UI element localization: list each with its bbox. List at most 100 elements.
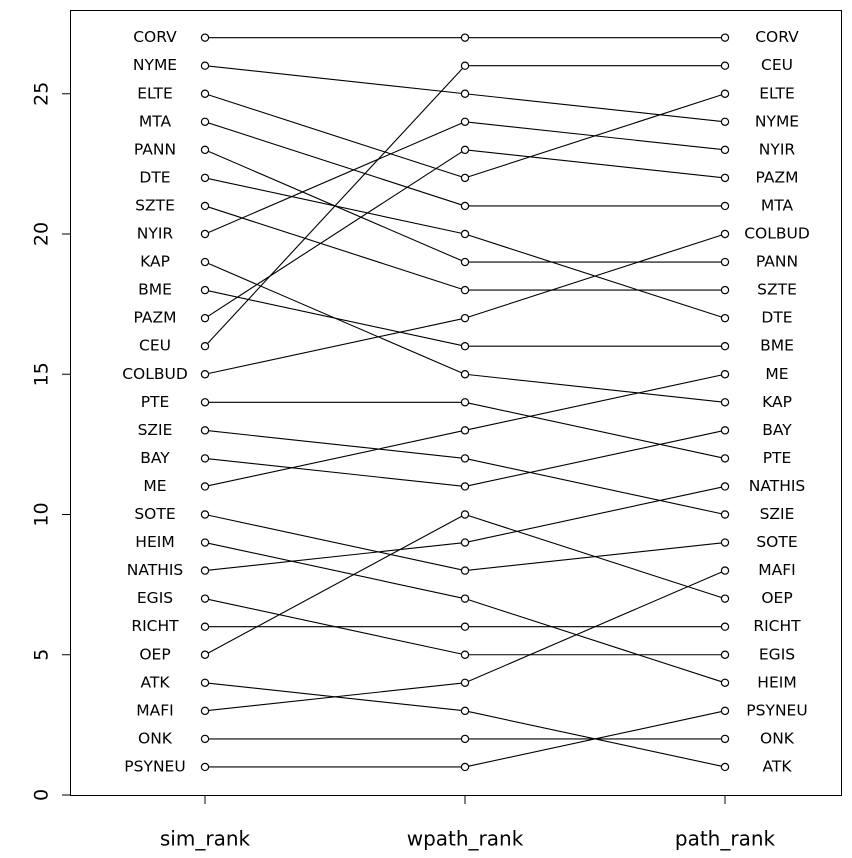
data-point: [460, 482, 470, 491]
data-point: [460, 201, 470, 211]
data-point: [200, 145, 210, 155]
point-labels: CORV CORV NYME NYME ELTE ELTE MTA MTA PANN PANN DT…: [122, 28, 810, 775]
series-line: [464, 401, 726, 459]
series-line: [204, 65, 466, 347]
point-label-right: PTE: [763, 449, 792, 467]
point-label-left: ME: [143, 477, 166, 495]
point-label-left: MTA: [139, 112, 172, 130]
series-line: [204, 289, 466, 347]
data-point: [720, 510, 730, 519]
data-point: [200, 594, 210, 603]
series-line: [464, 513, 726, 600]
data-point: [460, 650, 470, 659]
data-point: [460, 313, 470, 323]
point-label-right: NYIR: [759, 140, 796, 158]
point-label-left: BME: [138, 281, 172, 299]
point-label-left: NYME: [133, 56, 177, 74]
point-label-right: SZIE: [760, 505, 795, 523]
point-label-right: SOTE: [756, 533, 797, 551]
data-point: [460, 173, 470, 183]
point-label-left: PTE: [141, 393, 170, 411]
point-label-left: OEP: [139, 645, 170, 663]
data-point: [720, 61, 730, 70]
data-point: [720, 426, 730, 435]
data-point: [460, 370, 470, 379]
point-label-left: PANN: [134, 140, 176, 158]
series-line: [204, 514, 466, 656]
data-point: [200, 201, 210, 211]
point-label-left: SZTE: [135, 196, 175, 214]
data-point: [720, 313, 730, 323]
series-line: [464, 570, 726, 684]
point-label-left: ELTE: [137, 84, 173, 102]
series-line: [204, 542, 466, 600]
data-point: [720, 398, 730, 407]
series-lines: [204, 37, 726, 768]
data-point: [200, 313, 210, 323]
point-label-right: HEIM: [757, 673, 796, 691]
data-point: [200, 622, 210, 631]
series-line: [204, 429, 466, 487]
data-point: [720, 229, 730, 239]
series-line: [464, 121, 726, 151]
series-line: [204, 65, 466, 95]
data-point: [200, 762, 210, 772]
y-tick-label: 10: [31, 502, 53, 526]
point-label-left: CEU: [139, 337, 171, 355]
series-line: [464, 233, 726, 319]
point-label-right: ELTE: [759, 84, 795, 102]
point-label-left: RICHT: [131, 617, 179, 635]
data-point: [720, 594, 730, 603]
data-point: [460, 622, 470, 631]
series-line: [464, 149, 726, 179]
data-point: [720, 734, 730, 744]
data-point: [460, 117, 470, 127]
data-point: [720, 566, 730, 575]
point-label-right: NYME: [755, 112, 799, 130]
point-label-left: PSYNEU: [124, 757, 185, 775]
point-label-right: CEU: [761, 56, 793, 74]
axes: 0 5 10 15 20 25 sim_rank wpath_rank path_rank: [31, 82, 776, 851]
data-point: [200, 285, 210, 295]
point-label-left: ONK: [138, 729, 173, 747]
data-point: [200, 342, 210, 351]
series-line: [204, 121, 466, 207]
data-point: [720, 482, 730, 491]
series-line: [204, 121, 466, 235]
data-point: [460, 706, 470, 716]
series-line: [204, 93, 466, 179]
point-label-right: PANN: [756, 253, 798, 271]
series-line: [204, 317, 466, 375]
y-tick-label: 15: [31, 362, 53, 386]
point-label-right: EGIS: [759, 645, 795, 663]
data-point: [720, 201, 730, 211]
series-line: [464, 457, 726, 516]
data-point: [200, 734, 210, 744]
data-point: [200, 117, 210, 127]
point-label-left: SZIE: [138, 421, 173, 439]
x-tick-label: path_rank: [675, 827, 776, 851]
y-tick-label: 5: [31, 649, 53, 661]
point-label-right: NATHIS: [749, 477, 806, 495]
point-label-left: NYIR: [137, 225, 174, 243]
point-label-left: HEIM: [135, 533, 174, 551]
x-tick-label: sim_rank: [160, 827, 251, 851]
point-label-left: MAFI: [136, 701, 173, 719]
data-point: [720, 117, 730, 127]
series-line: [464, 598, 726, 684]
data-point: [720, 173, 730, 183]
point-label-left: PAZM: [134, 309, 177, 327]
data-point: [460, 145, 470, 155]
data-point: [200, 173, 210, 183]
series-line: [204, 513, 466, 572]
data-point: [200, 482, 210, 491]
point-label-right: PAZM: [756, 168, 799, 186]
point-label-right: ME: [765, 365, 788, 383]
data-point: [200, 89, 210, 98]
series-line: [464, 93, 726, 123]
data-point: [200, 370, 210, 379]
data-point: [200, 538, 210, 547]
point-label-right: DTE: [761, 309, 792, 327]
data-point: [460, 566, 470, 575]
series-line: [464, 373, 726, 431]
